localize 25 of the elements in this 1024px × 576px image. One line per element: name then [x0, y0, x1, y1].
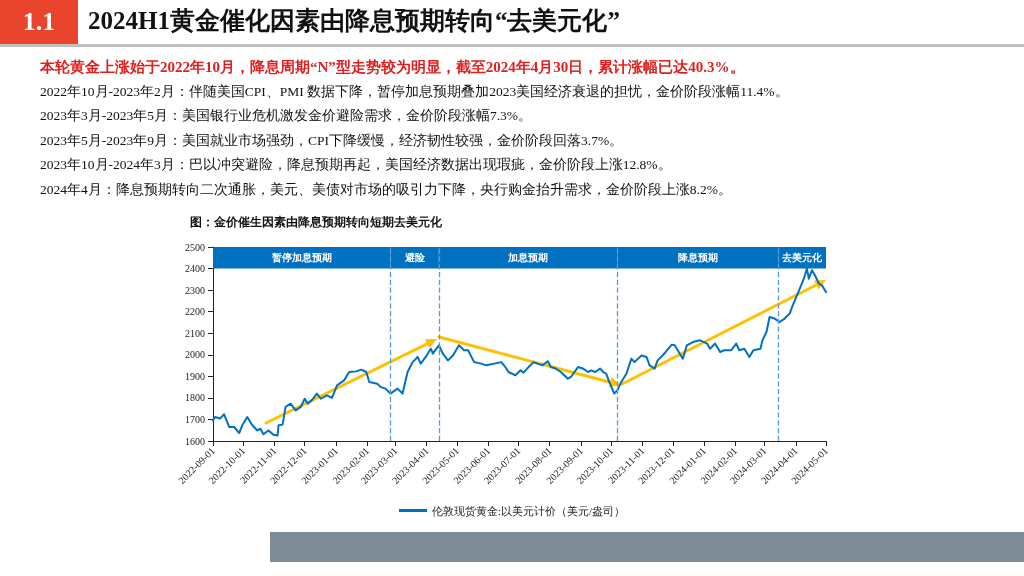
y-tick-label: 1700 — [185, 413, 205, 425]
y-tick-label: 2100 — [185, 327, 205, 339]
y-tick-label: 1900 — [185, 370, 205, 382]
y-tick-label: 1600 — [185, 435, 205, 447]
chart-title: 2024H1黄金催化因素由降息预期转向“去美元化” — [88, 6, 620, 36]
y-tick-label: 2400 — [185, 263, 205, 275]
band-label: 去美元化 — [781, 252, 824, 264]
y-tick-label: 2300 — [185, 284, 205, 296]
y-tick-label: 2500 — [185, 241, 205, 253]
text: 2022年10月-2023年2月：伴随美国CPI、PMI 数据下降，暂停加息预期叠加2023美国经济衰退的担忧，金价阶段涨幅11.4%。 — [40, 82, 789, 101]
text: 本轮黄金上涨始于2022年10月，降息周期“N”型走势较为明显，截至2024年4月30日，累计涨幅已达40.3%。 — [40, 58, 745, 77]
text: 2023年3月-2023年5月：美国银行业危机激发金价避险需求，金价阶段涨幅7.3%。 — [40, 107, 533, 125]
text: 2023年10月-2024年3月：巴以冲突避险，降息预期再起，美国经济数据出现瑕疵，金价阶段上涨12.8%。 — [40, 156, 672, 174]
text: 1.1 — [0, 0, 78, 44]
band-label: 避险 — [403, 252, 426, 264]
chart-subtitle: 图：金价催生因素由降息预期转向短期去美元化 — [190, 214, 442, 231]
y-tick-label: 2000 — [185, 349, 205, 361]
text: 2024年4月：降息预期转向二次通胀，美元、美债对市场的吸引力下降，央行购金抬升需求，金价阶段上涨8.2%。 — [40, 180, 732, 199]
legend-label: 伦敦现货黄金:以美元计价（美元/盎司） — [431, 504, 626, 517]
band-label: 降息预期 — [677, 252, 718, 264]
y-tick-label: 2200 — [185, 306, 205, 318]
band-label: 暂停加息预期 — [270, 252, 332, 264]
text: 2023年5月-2023年9月：美国就业市场强劲，CPI下降缓慢，经济韧性较强，金价阶段回落3.7%。 — [40, 131, 624, 150]
y-tick-label: 1800 — [185, 392, 205, 404]
band-label: 加息预期 — [507, 252, 549, 264]
